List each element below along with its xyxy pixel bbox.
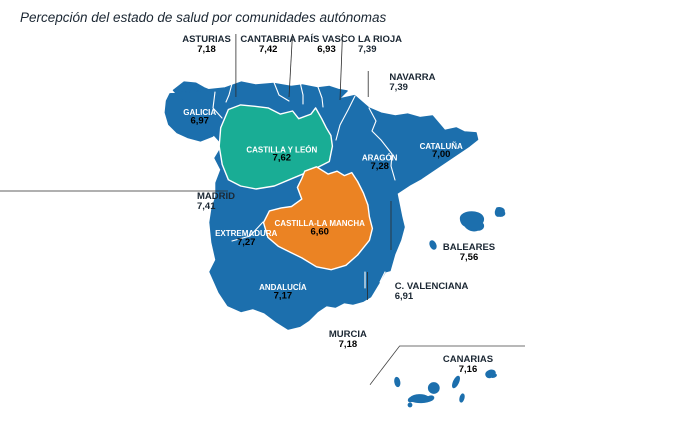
svg-text:7,42: 7,42 xyxy=(259,44,278,55)
svg-text:7,39: 7,39 xyxy=(389,82,408,93)
svg-text:7,41: 7,41 xyxy=(197,201,216,212)
svg-text:7,28: 7,28 xyxy=(370,161,389,172)
svg-text:7,18: 7,18 xyxy=(339,339,358,350)
svg-text:6,93: 6,93 xyxy=(317,44,336,55)
svg-text:6,97: 6,97 xyxy=(190,116,209,127)
svg-text:6,91: 6,91 xyxy=(395,291,414,302)
svg-text:6,60: 6,60 xyxy=(310,227,329,238)
svg-text:7,56: 7,56 xyxy=(460,252,479,263)
svg-text:7,18: 7,18 xyxy=(197,44,216,55)
svg-text:7,16: 7,16 xyxy=(459,364,478,375)
svg-text:7,27: 7,27 xyxy=(237,237,256,248)
svg-text:7,62: 7,62 xyxy=(273,153,292,164)
svg-text:7,17: 7,17 xyxy=(274,291,293,302)
svg-text:7,39: 7,39 xyxy=(358,44,377,55)
svg-text:7,00: 7,00 xyxy=(432,149,451,160)
